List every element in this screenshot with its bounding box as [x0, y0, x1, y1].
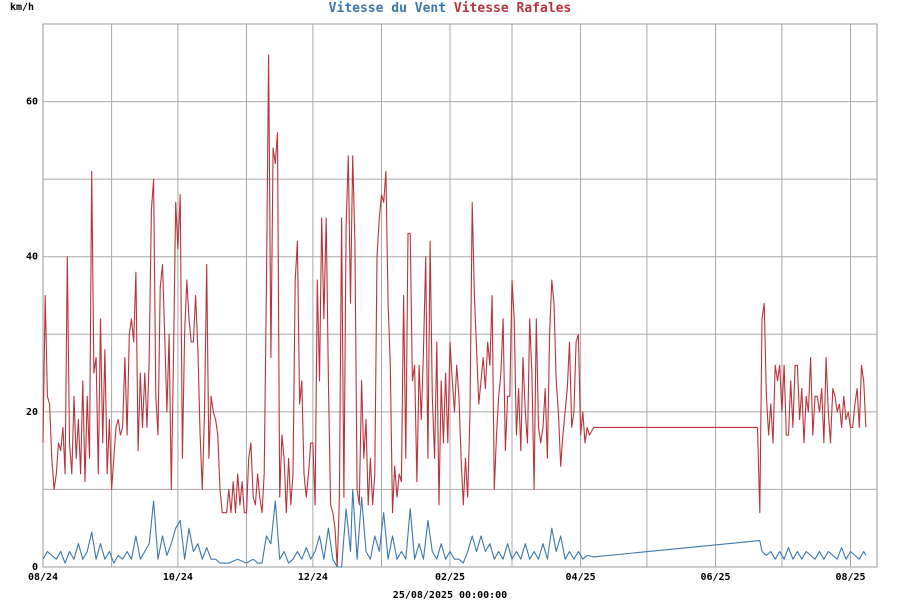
x-axis-label: 25/08/2025 00:00:00 — [393, 590, 507, 600]
x-tick-labels: 08/24 10/24 12/24 02/25 04/25 06/25 08/25 — [28, 572, 866, 583]
plot-frame — [42, 23, 878, 568]
series-line-vitesse-rafales — [42, 54, 867, 568]
chart-title-part: Vitesse Rafales — [446, 1, 571, 16]
series-layer — [42, 54, 867, 568]
y-tick-label: 0 — [32, 562, 38, 573]
x-tick-label: 12/24 — [298, 572, 328, 583]
x-tick-label: 08/24 — [28, 572, 58, 583]
series-line-vitesse-du-vent — [42, 488, 867, 568]
x-tick-label: 04/25 — [566, 572, 596, 583]
x-tick-label: 02/25 — [435, 572, 465, 583]
y-tick-label: 60 — [26, 97, 38, 108]
chart-title: Vitesse du Vent Vitesse Rafales — [329, 1, 572, 16]
x-tick-label: 06/25 — [700, 572, 730, 583]
y-tick-label: 40 — [26, 252, 38, 263]
y-axis-unit-label: km/h — [10, 2, 34, 13]
chart-title-part: Vitesse du Vent — [329, 1, 446, 16]
x-tick-label: 10/24 — [163, 572, 193, 583]
x-tick-label: 08/25 — [835, 572, 865, 583]
y-tick-label: 20 — [26, 407, 38, 418]
y-tick-labels: 0 20 40 60 — [26, 97, 38, 573]
